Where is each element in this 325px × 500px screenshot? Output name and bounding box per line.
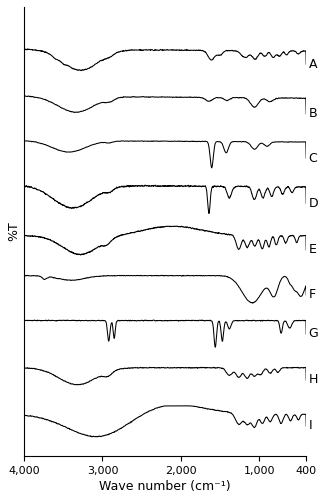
Text: F: F bbox=[308, 288, 316, 302]
Y-axis label: %T: %T bbox=[7, 222, 20, 242]
X-axis label: Wave number (cm⁻¹): Wave number (cm⁻¹) bbox=[99, 480, 231, 493]
Text: E: E bbox=[308, 244, 317, 256]
Text: G: G bbox=[308, 328, 318, 340]
Text: D: D bbox=[308, 196, 318, 209]
Text: C: C bbox=[308, 152, 317, 164]
Text: H: H bbox=[308, 374, 318, 386]
Text: B: B bbox=[308, 107, 317, 120]
Text: I: I bbox=[308, 420, 312, 432]
Text: A: A bbox=[308, 58, 317, 70]
